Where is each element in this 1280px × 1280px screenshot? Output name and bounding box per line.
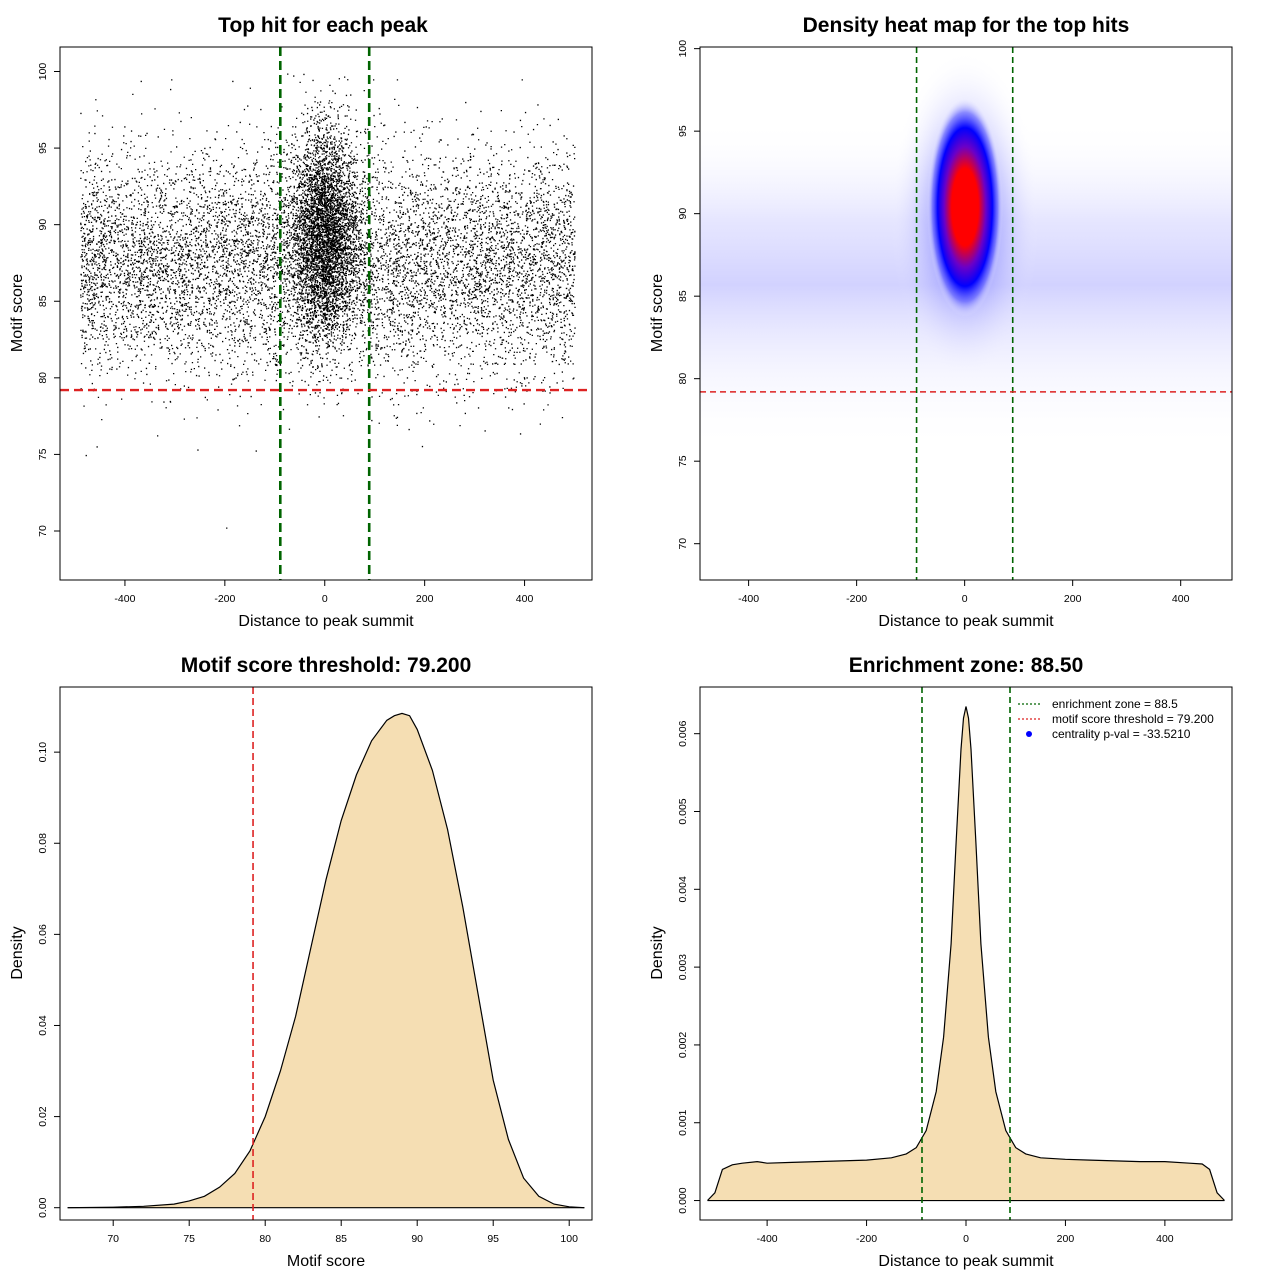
- x-tick-label: 90: [411, 1233, 423, 1245]
- legend: enrichment zone = 88.5 motif score thres…: [1018, 697, 1214, 741]
- y-tick-label: 70: [37, 525, 49, 537]
- x-axis-label: Distance to peak summit: [878, 613, 1054, 630]
- x-tick-label: -400: [757, 1233, 778, 1245]
- density-fill: [67, 713, 585, 1208]
- y-axis-label: Motif score: [9, 274, 26, 352]
- reference-lines: [700, 47, 1232, 580]
- legend-item-pval: centrality p-val = -33.5210: [1052, 727, 1191, 741]
- scatter-panel: Top hit for each peak -400 -200 0 200 400 70…: [9, 14, 593, 630]
- x-tick-label: -200: [846, 593, 867, 605]
- x-tick-label: 400: [1156, 1233, 1174, 1245]
- y-axis: 0.00 0.02 0.04 0.06 0.08 0.10: [37, 742, 60, 1218]
- y-tick-label: 0.005: [677, 798, 689, 824]
- density-fill: [707, 706, 1225, 1201]
- x-axis: -400 -200 0 200 400: [738, 580, 1190, 605]
- y-tick-label: 0.10: [37, 742, 49, 763]
- x-tick-label: -400: [114, 593, 135, 605]
- x-tick-label: 0: [962, 593, 968, 605]
- y-axis-label: Motif score: [649, 274, 666, 352]
- scatter-points: [80, 73, 576, 529]
- x-tick-label: 400: [516, 593, 534, 605]
- y-tick-label: 80: [37, 372, 49, 384]
- plot-frame: [59, 686, 593, 1221]
- x-tick-label: -200: [214, 593, 235, 605]
- y-axis: 70 75 80 85 90 95 100: [677, 40, 700, 550]
- y-tick-label: 0.006: [677, 720, 689, 746]
- y-tick-label: 0.002: [677, 1032, 689, 1058]
- x-tick-label: 400: [1172, 593, 1190, 605]
- y-tick-label: 80: [677, 373, 689, 385]
- x-axis-label: Distance to peak summit: [878, 1253, 1054, 1270]
- legend-item-enrichment: enrichment zone = 88.5: [1052, 697, 1178, 711]
- x-tick-label: 0: [322, 593, 328, 605]
- y-tick-label: 0.001: [677, 1109, 689, 1135]
- y-axis: 70 75 80 85 90 95 100: [37, 63, 60, 537]
- y-tick-label: 75: [37, 448, 49, 460]
- chart-title: Motif score threshold: 79.200: [181, 654, 472, 677]
- chart-title: Top hit for each peak: [218, 14, 428, 37]
- y-tick-label: 0.06: [37, 924, 49, 945]
- x-tick-label: 85: [335, 1233, 347, 1245]
- x-tick-label: 80: [259, 1233, 271, 1245]
- legend-swatch-pval: [1026, 731, 1032, 737]
- plot-area: [67, 687, 585, 1220]
- y-axis: 0.000 0.001 0.002 0.003 0.004 0.005 0.006: [677, 720, 700, 1214]
- density-curve: [707, 706, 1225, 1201]
- chart-title: Density heat map for the top hits: [803, 14, 1130, 37]
- x-tick-label: 95: [487, 1233, 499, 1245]
- density-core: [927, 97, 1003, 317]
- distance-density-panel: Enrichment zone: 88.50 -400 -200 0 200 400 0…: [649, 654, 1233, 1270]
- plot-area: [80, 73, 576, 529]
- plot-frame: [59, 46, 593, 581]
- x-tick-label: 70: [107, 1233, 119, 1245]
- y-tick-label: 95: [37, 142, 49, 154]
- score-density-panel: Motif score threshold: 79.200 70 75 80 85 90…: [9, 654, 593, 1270]
- y-tick-label: 0.00: [37, 1197, 49, 1218]
- y-axis-label: Density: [649, 926, 666, 979]
- y-tick-label: 0.02: [37, 1106, 49, 1127]
- x-axis: -400 -200 0 200 400: [114, 580, 533, 605]
- legend-item-threshold: motif score threshold = 79.200: [1052, 712, 1214, 726]
- x-tick-label: -400: [738, 593, 759, 605]
- x-axis: 70 75 80 85 90 95 100: [107, 1220, 578, 1245]
- x-tick-label: 0: [963, 1233, 969, 1245]
- plot-frame: [699, 46, 1233, 581]
- x-tick-label: 200: [1057, 1233, 1075, 1245]
- y-tick-label: 85: [677, 290, 689, 302]
- y-tick-label: 0.004: [677, 876, 689, 902]
- x-tick-label: 100: [560, 1233, 578, 1245]
- reference-lines: [60, 47, 592, 580]
- density-curve: [67, 712, 585, 1209]
- x-tick-label: 200: [416, 593, 434, 605]
- y-tick-label: 100: [37, 63, 49, 81]
- y-tick-label: 70: [677, 538, 689, 550]
- x-axis-label: Distance to peak summit: [238, 613, 414, 630]
- x-tick-label: 200: [1064, 593, 1082, 605]
- plot-area: [700, 50, 1232, 450]
- x-tick-label: 75: [183, 1233, 195, 1245]
- y-tick-label: 0.003: [677, 954, 689, 980]
- y-tick-label: 90: [37, 219, 49, 231]
- heatmap-panel: Density heat map for the top hits -400 -2…: [649, 14, 1233, 630]
- x-tick-label: -200: [856, 1233, 877, 1245]
- y-tick-label: 95: [677, 125, 689, 137]
- y-tick-label: 100: [677, 40, 689, 58]
- y-tick-label: 0.000: [677, 1187, 689, 1213]
- y-axis-label: Density: [9, 926, 26, 979]
- y-tick-label: 0.08: [37, 833, 49, 854]
- y-tick-label: 90: [677, 208, 689, 220]
- plot-area: [707, 687, 1225, 1220]
- y-tick-label: 75: [677, 455, 689, 467]
- y-tick-label: 85: [37, 295, 49, 307]
- chart-title: Enrichment zone: 88.50: [849, 654, 1084, 677]
- x-axis: -400 -200 0 200 400: [757, 1220, 1174, 1245]
- y-tick-label: 0.04: [37, 1015, 49, 1036]
- x-axis-label: Motif score: [287, 1253, 365, 1270]
